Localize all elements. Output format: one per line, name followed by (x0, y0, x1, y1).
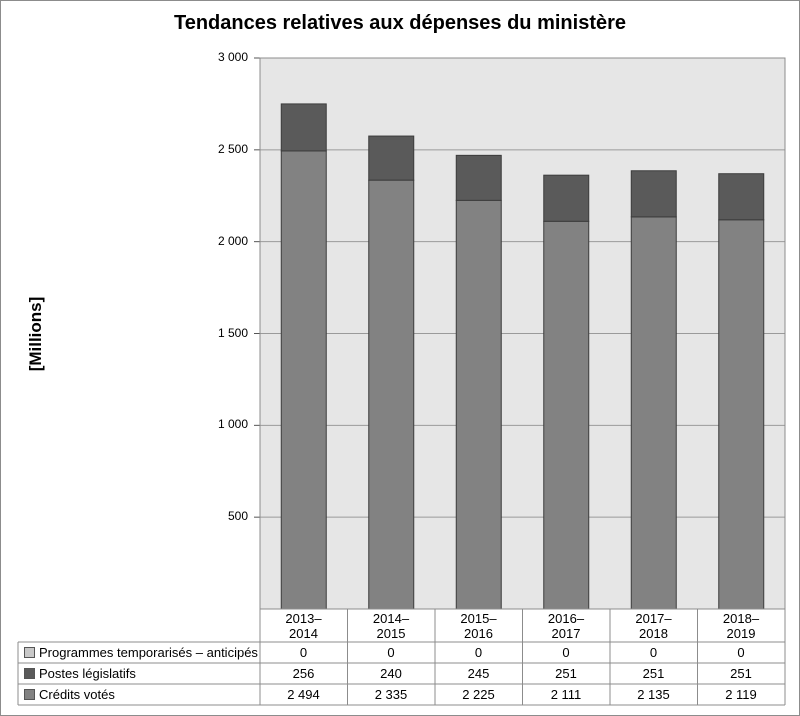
bar-segment (543, 174, 590, 222)
bar-segment (280, 103, 327, 152)
data-cell: 0 (649, 645, 658, 660)
data-cell: 2 494 (287, 687, 320, 702)
data-cell: 245 (467, 666, 490, 681)
legend-swatch (24, 646, 35, 658)
legend-label: Postes législatifs (39, 665, 136, 681)
x-category-label: 2014– 2015 (372, 611, 410, 641)
y-tick-label: 1 500 (217, 325, 248, 340)
legend-entry: Crédits votés (24, 684, 115, 704)
y-tick-label: 500 (227, 509, 248, 524)
chart-title: Tendances relatives aux dépenses du mini… (173, 12, 627, 34)
legend-label: Programmes temporarisés – anticipés (39, 644, 258, 660)
data-cell: 2 225 (462, 687, 495, 702)
legend-label: Crédits votés (39, 686, 115, 702)
bar-segment (368, 179, 415, 610)
x-category-label: 2017– 2018 (635, 611, 672, 641)
data-cell: 0 (299, 645, 308, 660)
bar-segment (455, 154, 502, 201)
bar-segment (630, 216, 677, 610)
bar-segment (280, 150, 327, 610)
bar-segment (718, 219, 765, 610)
bar-segment (455, 199, 502, 610)
x-category-label: 2013– 2014 (285, 611, 322, 641)
data-cell: 2 111 (550, 687, 582, 702)
data-cell: 0 (387, 645, 395, 660)
x-category-label: 2015– 2016 (460, 611, 497, 641)
data-cell: 0 (474, 645, 483, 660)
y-tick-label: 2 500 (217, 141, 248, 156)
data-cell: 256 (292, 666, 315, 681)
bar-segment (543, 220, 590, 610)
data-cell: 0 (562, 645, 570, 660)
y-tick-label: 3 000 (217, 50, 248, 64)
data-cell: 251 (555, 666, 577, 681)
data-cell: 2 335 (374, 687, 408, 702)
legend-swatch (24, 688, 35, 700)
legend-entry: Programmes temporarisés – anticipés (24, 642, 258, 662)
data-cell: 2 119 (725, 687, 757, 702)
data-cell: 251 (642, 666, 665, 681)
legend-swatch (24, 667, 35, 679)
y-tick-label: 1 000 (217, 417, 248, 432)
x-category-label: 2018– 2019 (722, 611, 760, 641)
data-cell: 251 (730, 666, 752, 681)
legend-entry: Postes législatifs (24, 663, 136, 683)
data-cell: 240 (380, 666, 402, 681)
y-tick-label: 2 000 (217, 233, 248, 248)
bar-segment (630, 170, 677, 218)
x-category-label: 2016– 2017 (547, 611, 585, 641)
data-cell: 0 (737, 645, 745, 660)
bar-segment (368, 135, 415, 181)
data-cell: 2 135 (637, 687, 670, 702)
bar-segment (718, 173, 765, 221)
